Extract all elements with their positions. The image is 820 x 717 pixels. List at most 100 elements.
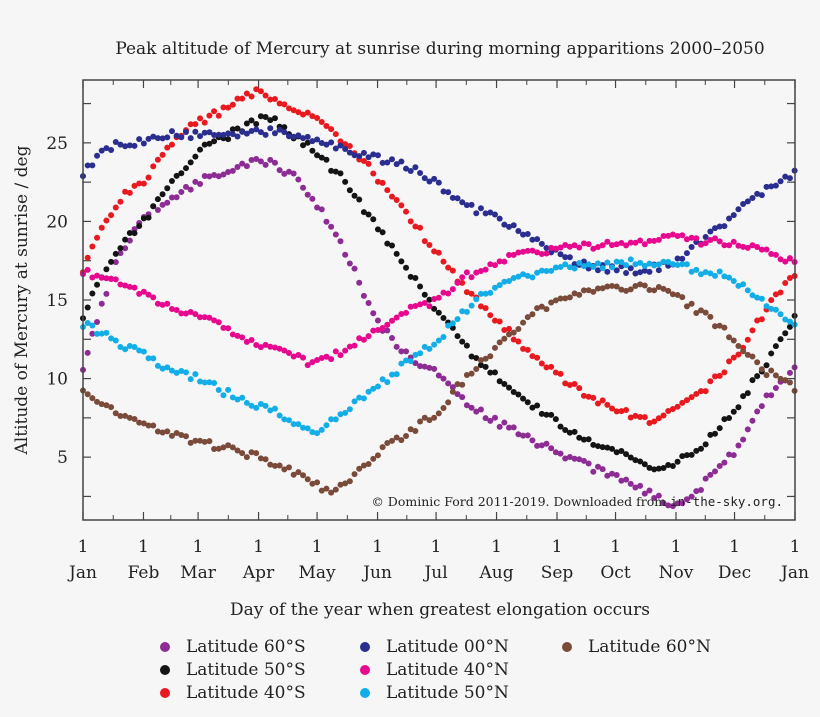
data-point: [421, 343, 428, 350]
data-point: [281, 170, 288, 177]
data-point: [356, 394, 363, 401]
data-point: [712, 272, 719, 279]
data-point: [576, 259, 583, 266]
data-point: [346, 260, 353, 267]
data-point: [178, 170, 185, 177]
data-point: [332, 486, 339, 493]
data-point: [164, 199, 171, 206]
data-point: [440, 405, 447, 412]
data-point: [384, 187, 391, 194]
x-tick-month-label: Nov: [659, 563, 694, 583]
data-point: [609, 282, 616, 289]
data-point: [370, 385, 377, 392]
data-point: [501, 278, 508, 285]
data-point: [468, 290, 475, 297]
x-tick-month-label: Dec: [718, 563, 751, 583]
data-point: [412, 428, 419, 435]
data-point: [604, 259, 611, 266]
data-point: [164, 300, 171, 307]
data-point: [566, 243, 573, 250]
data-point: [548, 267, 555, 274]
data-point: [403, 433, 410, 440]
data-point: [407, 426, 414, 433]
data-point: [585, 393, 592, 400]
data-point: [220, 104, 227, 111]
data-point: [253, 341, 260, 348]
data-point: [276, 167, 283, 174]
data-point: [360, 462, 367, 469]
data-point: [173, 132, 180, 139]
data-point: [150, 133, 157, 140]
data-point: [398, 202, 405, 209]
data-point: [229, 394, 236, 401]
data-point: [435, 410, 442, 417]
data-point: [445, 399, 452, 406]
data-point: [168, 305, 175, 312]
data-point: [332, 348, 339, 355]
data-point: [323, 422, 330, 429]
data-point: [187, 159, 194, 166]
data-point: [510, 336, 517, 343]
data-point: [403, 357, 410, 364]
data-point: [435, 179, 442, 186]
data-point: [318, 118, 325, 125]
data-point: [665, 287, 672, 294]
data-point: [103, 217, 110, 224]
data-point: [524, 247, 531, 254]
data-point: [89, 243, 96, 250]
data-point: [786, 379, 793, 386]
data-point: [370, 310, 377, 317]
data-point: [314, 357, 321, 364]
data-point: [164, 364, 171, 371]
data-point: [524, 346, 531, 353]
data-point: [688, 493, 695, 500]
data-point: [300, 424, 307, 431]
data-point: [267, 117, 274, 124]
data-point: [744, 287, 751, 294]
data-point: [515, 338, 522, 345]
data-point: [468, 370, 475, 377]
data-point: [477, 362, 484, 369]
data-point: [491, 317, 498, 324]
data-point: [89, 274, 96, 281]
data-point: [590, 441, 597, 448]
data-point: [140, 140, 147, 147]
data-point: [609, 264, 616, 271]
data-point: [613, 408, 620, 415]
data-point: [154, 362, 161, 369]
data-point: [697, 445, 704, 452]
data-point: [243, 454, 250, 461]
data-point: [571, 455, 578, 462]
data-point: [89, 330, 96, 337]
data-point: [777, 178, 784, 185]
data-point: [248, 449, 255, 456]
data-point: [730, 354, 737, 361]
data-point: [445, 189, 452, 196]
data-point: [122, 188, 129, 195]
data-point: [351, 265, 358, 272]
data-point: [435, 249, 442, 256]
data-point: [740, 436, 747, 443]
data-point: [192, 128, 199, 135]
data-point: [552, 369, 559, 376]
data-point: [669, 231, 676, 238]
data-point: [122, 346, 129, 353]
data-point: [683, 236, 690, 243]
data-point: [566, 254, 573, 261]
data-point: [632, 457, 639, 464]
data-point: [749, 292, 756, 299]
data-point: [407, 218, 414, 225]
data-point: [150, 422, 157, 429]
data-point: [454, 333, 461, 340]
data-point: [309, 480, 316, 487]
x-tick-day-label: 1: [78, 537, 89, 557]
data-point: [754, 373, 761, 380]
data-point: [295, 176, 302, 183]
data-point: [215, 319, 222, 326]
credit-text: © Dominic Ford 2011-2019. Downloaded fro…: [371, 494, 783, 509]
data-point: [543, 267, 550, 274]
data-point: [201, 438, 208, 445]
data-point: [463, 202, 470, 209]
data-point: [463, 402, 470, 409]
data-point: [384, 240, 391, 247]
